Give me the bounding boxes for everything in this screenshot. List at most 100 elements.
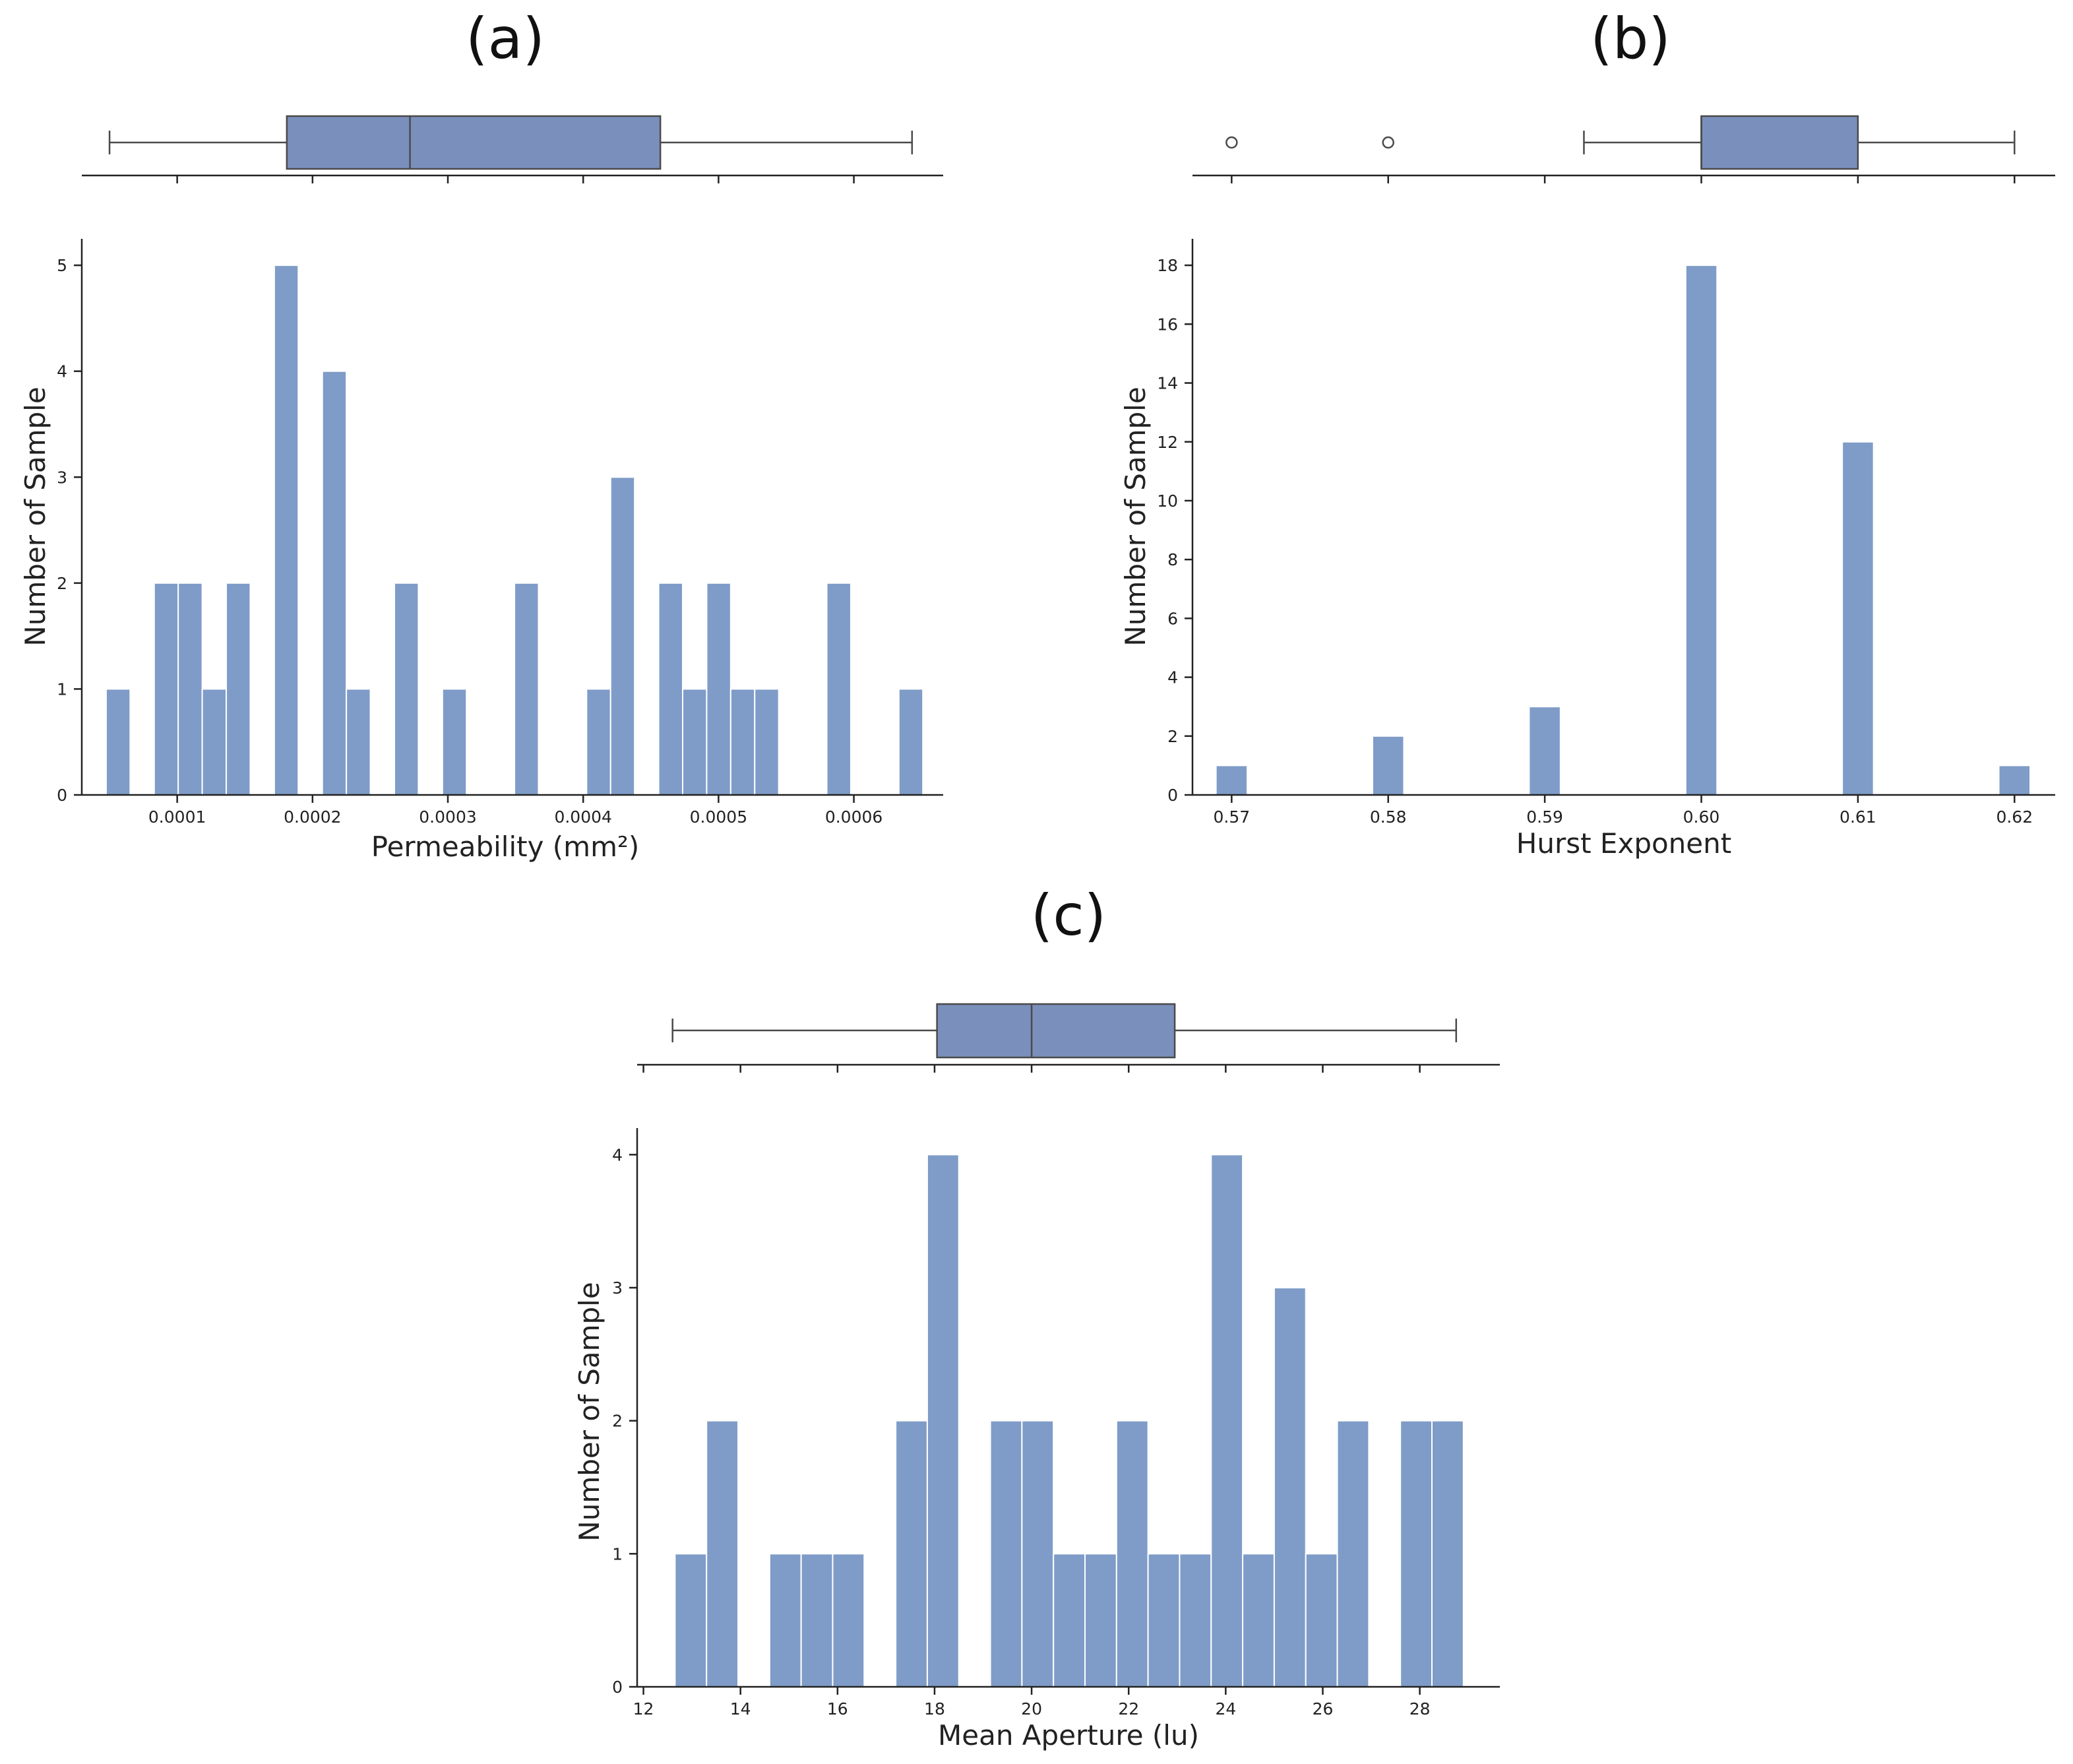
histogram-bar <box>177 582 203 796</box>
y-tick-label: 6 <box>1167 609 1178 628</box>
panel-a: (a) 0.0001 0.0002 0.0003 0.0004 0.0005 0.0006… <box>19 6 943 863</box>
y-tick-label: 12 <box>1157 433 1178 452</box>
histogram-bar <box>926 1154 960 1688</box>
histogram-bar <box>1084 1553 1117 1687</box>
panel-b-title: (b) <box>1590 6 1671 72</box>
y-tick-label: 0 <box>612 1678 623 1697</box>
y-tick-label: 1 <box>612 1544 623 1563</box>
histogram-bar <box>1336 1420 1370 1688</box>
histogram-bar <box>706 1420 739 1688</box>
y-tick-label: 4 <box>57 362 67 381</box>
x-tick-label: 0.0005 <box>690 807 747 827</box>
histogram-bar <box>273 265 299 796</box>
x-tick-label: 0.62 <box>1996 807 2033 827</box>
x-tick-label: 14 <box>730 1699 751 1718</box>
histogram-bar <box>826 582 851 796</box>
histogram-bar <box>1242 1553 1275 1687</box>
panel-b: (b) 0.57 0.58 0.59 0.60 0.61 0.62 0 2 4 6 8 10 12 14 1… <box>1119 6 2055 860</box>
boxplot-outlier <box>1382 136 1394 149</box>
histogram-bar <box>674 1553 708 1687</box>
panel-b-y-label: Number of Sample <box>1119 387 1152 646</box>
y-tick-label: 3 <box>612 1278 623 1298</box>
histogram-bar <box>201 688 228 796</box>
histogram-bar <box>1431 1420 1464 1688</box>
boxplot-outlier <box>1225 136 1238 149</box>
x-tick-label: 26 <box>1313 1699 1334 1718</box>
x-tick-label: 22 <box>1118 1699 1139 1718</box>
panel-a-y-label: Number of Sample <box>19 387 51 646</box>
x-tick-label: 0.0001 <box>148 807 206 827</box>
histogram-bar <box>1528 706 1561 796</box>
panel-c-bars <box>674 1154 1464 1688</box>
x-tick-label: 16 <box>827 1699 848 1718</box>
histogram-bar <box>1841 441 1874 796</box>
histogram-bar <box>1685 265 1718 796</box>
panel-c-boxplot <box>637 1003 1500 1073</box>
histogram-bar <box>832 1553 865 1687</box>
histogram-bar <box>1179 1553 1212 1687</box>
x-tick-label: 12 <box>633 1699 654 1718</box>
y-tick-label: 2 <box>57 574 67 593</box>
y-tick-label: 5 <box>57 256 67 275</box>
boxplot-box <box>936 1003 1176 1059</box>
histogram-bar <box>1115 1420 1149 1688</box>
histogram-bar <box>800 1553 834 1687</box>
histogram-bar <box>609 476 636 796</box>
panel-c-y-label: Number of Sample <box>573 1282 605 1541</box>
histogram-bar <box>754 688 780 796</box>
x-tick-label: 18 <box>924 1699 945 1718</box>
y-tick-label: 8 <box>1167 550 1178 569</box>
histogram-bar <box>729 688 756 796</box>
panel-b-boxplot <box>1192 115 2055 183</box>
y-tick-label: 3 <box>57 468 67 487</box>
histogram-bar <box>989 1420 1023 1688</box>
histogram-bar <box>898 688 924 796</box>
panel-c-title: (c) <box>1031 883 1106 949</box>
x-tick-label: 0.0002 <box>284 807 341 827</box>
histogram-bar <box>105 688 131 796</box>
x-tick-label: 0.0006 <box>825 807 882 827</box>
y-tick-label: 1 <box>57 679 67 699</box>
x-tick-label: 28 <box>1409 1699 1431 1718</box>
panel-a-boxplot <box>82 115 943 183</box>
panel-a-title: (a) <box>466 6 545 72</box>
histogram-bar <box>1210 1154 1244 1688</box>
x-tick-label: 0.59 <box>1526 807 1563 827</box>
histogram-bar <box>768 1553 802 1687</box>
x-tick-label: 0.0003 <box>419 807 476 827</box>
histogram-bar <box>586 688 611 796</box>
panel-a-x-label: Permeability (mm²) <box>371 831 639 863</box>
y-tick-label: 14 <box>1157 374 1178 393</box>
boxplot-box <box>1700 115 1859 170</box>
x-tick-label: 0.60 <box>1683 807 1720 827</box>
histogram-bar <box>1053 1553 1086 1687</box>
x-tick-label: 20 <box>1021 1699 1042 1718</box>
histogram-bar <box>1998 765 2031 796</box>
histogram-bar <box>682 688 708 796</box>
histogram-bar <box>895 1420 928 1688</box>
boxplot-box <box>286 115 662 170</box>
histogram-bar <box>658 582 684 796</box>
histogram-bar <box>514 582 540 796</box>
histogram-bar <box>226 582 251 796</box>
histogram-bar <box>1371 735 1405 796</box>
histogram-bar <box>321 370 348 796</box>
panel-a-axes: 0.0001 0.0002 0.0003 0.0004 0.0005 0.0006 0 1 2 3… <box>57 239 943 827</box>
y-tick-label: 0 <box>57 786 67 805</box>
y-tick-label: 0 <box>1167 786 1178 805</box>
y-tick-label: 2 <box>612 1412 623 1431</box>
histogram-bar <box>1215 765 1249 796</box>
x-tick-label: 0.57 <box>1214 807 1251 827</box>
histogram-bar <box>1021 1420 1055 1688</box>
histogram-bar <box>1400 1420 1433 1688</box>
histogram-bar <box>1273 1287 1307 1687</box>
histogram-bar <box>441 688 468 796</box>
histogram-bar <box>346 688 371 796</box>
histogram-bar <box>153 582 179 796</box>
y-tick-label: 2 <box>1167 727 1178 746</box>
x-tick-label: 24 <box>1215 1699 1236 1718</box>
histogram-bar <box>706 582 731 796</box>
